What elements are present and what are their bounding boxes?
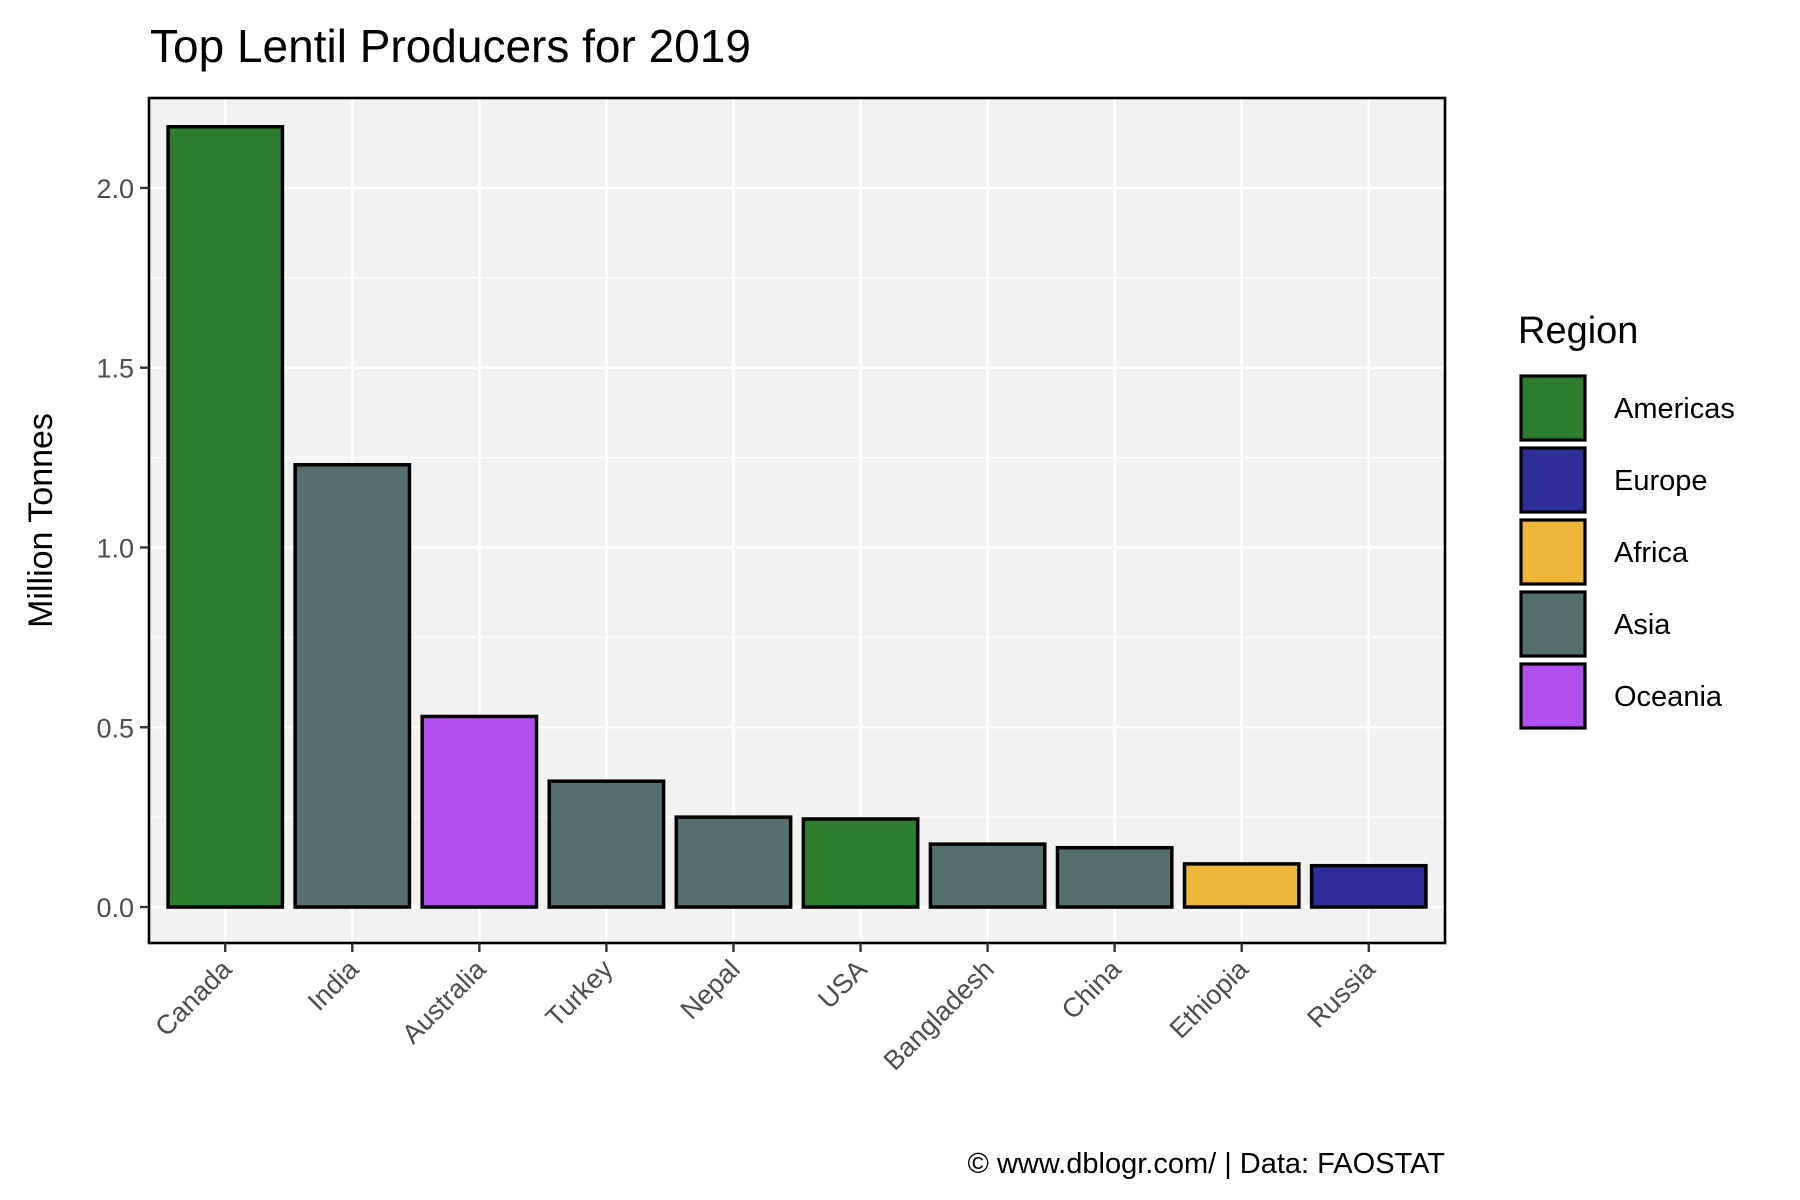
legend-key-asia <box>1519 590 1587 658</box>
y-axis-label: Million Tonnes <box>22 413 60 628</box>
bar-nepal <box>674 815 793 909</box>
x-tick-label: Australia <box>396 953 492 1049</box>
bar-bangladesh <box>928 842 1047 909</box>
bars <box>166 125 1428 909</box>
x-tick-label: Turkey <box>540 954 619 1033</box>
x-tick-label: Ethiopia <box>1164 953 1255 1044</box>
legend-label-asia: Asia <box>1614 609 1671 641</box>
legend-label-americas: Americas <box>1614 393 1735 425</box>
bar-usa <box>801 817 920 909</box>
y-tick-label: 2.0 <box>96 174 134 204</box>
legend-key-europe <box>1519 446 1587 514</box>
y-tick-label: 0.5 <box>96 713 134 743</box>
x-tick-label: Bangladesh <box>878 954 1000 1076</box>
y-tick-label: 0.0 <box>96 893 134 923</box>
bar-russia <box>1309 863 1428 909</box>
legend: Region Americas Europe Africa Asia Oceania <box>1518 310 1735 730</box>
x-tick-label: India <box>302 953 365 1016</box>
plot-border <box>147 96 1447 945</box>
x-tick-label: Nepal <box>675 954 746 1025</box>
legend-key-oceania <box>1519 662 1587 730</box>
x-axis: Canada India Australia Turkey Nepal USA Bangla… <box>149 943 1382 1076</box>
chart-title: Top Lentil Producers for 2019 <box>150 20 751 72</box>
legend-key-americas <box>1519 374 1587 442</box>
y-axis: 0.0 0.5 1.0 1.5 2.0 <box>96 174 149 923</box>
bar-china <box>1055 845 1174 909</box>
legend-title: Region <box>1518 310 1638 352</box>
bar-turkey <box>547 779 666 909</box>
bar-canada <box>166 125 285 909</box>
x-tick-label: USA <box>812 954 872 1014</box>
bar-australia <box>420 714 539 909</box>
bar-india <box>293 463 412 909</box>
y-tick-label: 1.0 <box>96 533 134 563</box>
x-tick-label: Russia <box>1301 953 1381 1033</box>
x-tick-label: China <box>1056 953 1128 1025</box>
y-tick-label: 1.5 <box>96 354 134 384</box>
legend-label-africa: Africa <box>1614 537 1689 569</box>
bar-ethiopia <box>1182 862 1301 909</box>
legend-key-africa <box>1519 518 1587 586</box>
caption: © www.dblogr.com/ | Data: FAOSTAT <box>968 1148 1446 1180</box>
x-tick-label: Canada <box>149 953 238 1042</box>
legend-label-oceania: Oceania <box>1614 681 1723 713</box>
legend-label-europe: Europe <box>1614 465 1708 497</box>
